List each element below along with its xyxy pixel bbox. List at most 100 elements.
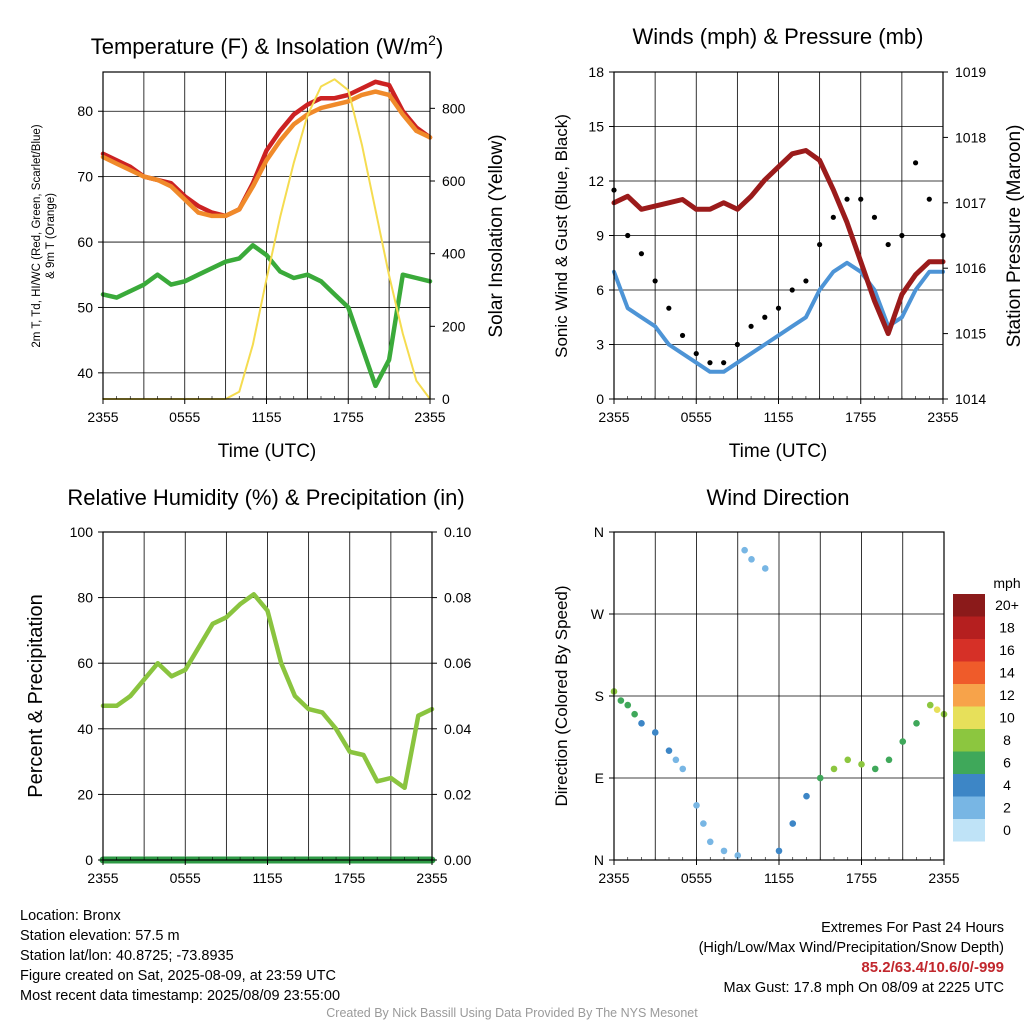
direction-point <box>700 820 707 827</box>
y-tick-label-left: 80 <box>77 590 93 606</box>
extremes-info: Extremes For Past 24 Hours (High/Low/Max… <box>699 918 1004 998</box>
direction-point <box>638 720 645 727</box>
series-gust-point <box>830 214 836 220</box>
colorbar-label: 6 <box>1003 755 1011 771</box>
direction-point <box>926 701 934 709</box>
panel-humidity: Relative Humidity (%) & Precipitation (i… <box>25 485 471 886</box>
colorbar-label: 10 <box>999 710 1015 726</box>
series-gust-point <box>817 241 823 248</box>
series-gust-point <box>885 241 891 248</box>
x-tick-label: 0555 <box>681 870 712 886</box>
direction-point <box>899 738 907 745</box>
series-gust-point <box>666 305 672 311</box>
x-tick-label: 2355 <box>416 870 447 886</box>
x-tick-label: 1155 <box>251 409 281 425</box>
extremes-subtitle: (High/Low/Max Wind/Precipitation/Snow De… <box>698 940 1004 956</box>
series-gust-point <box>789 287 795 293</box>
direction-point <box>665 747 673 754</box>
y-tick-label-right: 1017 <box>955 195 986 211</box>
panel4-title: Wind Direction <box>706 485 849 510</box>
y-tick-label-left: 15 <box>588 119 604 135</box>
series-9m-t-line <box>100 89 433 219</box>
colorbar-swatch <box>953 639 985 662</box>
direction-point <box>803 792 810 800</box>
panel3-title: Relative Humidity (%) & Precipitation (i… <box>67 485 464 510</box>
series-station-pressure-line <box>611 148 946 337</box>
y-tick-label-left: 6 <box>596 282 604 298</box>
x-tick-label: 1755 <box>334 870 365 886</box>
panel3-gridlines <box>103 532 432 860</box>
direction-point <box>913 720 920 727</box>
y-tick-label-right: 1015 <box>955 326 986 342</box>
y-tick-label-left: 80 <box>77 103 93 119</box>
created-text: Figure created on Sat, 2025-08-09, at 23… <box>20 968 336 984</box>
y-tick-label-left: 40 <box>77 721 93 737</box>
colorbar-swatch <box>953 796 985 819</box>
y-tick-label-right: 0.08 <box>444 590 471 606</box>
latlon-text: Station lat/lon: 40.8725; -73.8935 <box>20 948 234 964</box>
direction-point <box>741 546 748 554</box>
recent-data-text: Most recent data timestamp: 2025/08/09 2… <box>20 988 341 1004</box>
series-gust-point <box>844 196 850 202</box>
direction-point <box>624 701 632 709</box>
y-tick-label-left: 50 <box>77 299 93 315</box>
panel1-ylabel-line1: 2m T, Td, HI/WC (Red, Green, Scarlet/Blu… <box>31 124 43 347</box>
series-gust-point <box>871 214 878 220</box>
panel4-ticks: 2355 0555 1155 1755 2355 N E S W N <box>591 524 960 886</box>
y-tick-label-right: 200 <box>442 318 466 334</box>
direction-point <box>775 847 783 855</box>
x-tick-label: 2355 <box>927 409 958 425</box>
series-gust-point <box>762 314 768 320</box>
colorbar-swatch <box>953 661 985 684</box>
colorbar-title: mph <box>993 575 1020 591</box>
series-gust-point <box>858 196 864 202</box>
series-gust-point <box>625 232 631 239</box>
panel-wind-direction: Wind Direction 2355 0555 1155 1755 2355 N E S W N… <box>552 485 1021 886</box>
y-tick-label-right: 0 <box>442 391 450 407</box>
x-tick-label: 0555 <box>169 409 200 425</box>
panel1-ticks: 2355 0555 1155 1755 235540506070800200400600… <box>77 100 465 425</box>
direction-point <box>672 756 680 764</box>
series-relative-humidity-line <box>100 592 435 791</box>
y-tick-label-right: 0.02 <box>444 786 471 802</box>
colorbar-swatch <box>953 616 985 639</box>
colorbar-swatch <box>953 819 985 842</box>
panel4-ylabel-left: Direction (Colored By Speed) <box>552 585 571 806</box>
location-text: Location: Bronx <box>20 908 121 924</box>
y-tick-label-right: 600 <box>442 173 466 189</box>
panel2-ylabel-right: Station Pressure (Maroon) <box>1004 125 1024 348</box>
panel3-ticks: 2355 0555 1155 1755 2355 0 20 40 60 80 100 0.00 0.02… <box>70 524 472 886</box>
panel3-ylabel-left: Percent & Precipitation <box>25 594 47 797</box>
x-tick-label: 2355 <box>598 409 629 425</box>
direction-point <box>748 556 755 563</box>
y-tick-label-right: 1014 <box>955 391 986 407</box>
x-tick-label: 0555 <box>681 409 712 425</box>
x-tick-label: 1755 <box>333 409 364 425</box>
panel1-title: Temperature (F) & Insolation (W/m2) <box>91 32 444 59</box>
panel1-ylabel-line2: & 9m T (Orange) <box>45 193 57 279</box>
x-tick-label: 2355 <box>598 870 629 886</box>
colorbar-swatch <box>953 594 985 617</box>
station-info: Location: Bronx Station elevation: 57.5 … <box>20 906 340 1006</box>
y-tick-label-left: 40 <box>77 365 93 381</box>
x-tick-label: 2355 <box>928 870 959 886</box>
series-gust-point <box>734 341 740 348</box>
panel2-xlabel: Time (UTC) <box>729 441 828 462</box>
panel2-ticks: 2355 0555 1155 1755 2355 0 3 6 9 12 15 18 1014 1015 10… <box>588 64 986 425</box>
panel1-ylabel-right: Solar Insolation (Yellow) <box>486 134 507 337</box>
colorbar-label: 20+ <box>995 597 1019 613</box>
direction-point <box>844 756 852 764</box>
y-tick-label-right: 0.10 <box>444 524 471 540</box>
direction-point <box>734 852 742 859</box>
y-tick-label-left: E <box>595 770 604 786</box>
panel2-title: Winds (mph) & Pressure (mb) <box>633 24 924 49</box>
y-tick-label-right: 800 <box>442 100 466 116</box>
y-tick-label-left: 100 <box>70 524 94 540</box>
colorbar-swatch <box>953 729 985 752</box>
y-tick-label-right: 1016 <box>955 260 986 276</box>
panel1-gridlines <box>103 72 430 399</box>
series-gust-point <box>899 232 905 239</box>
y-tick-label-left: 9 <box>596 228 604 244</box>
colorbar-swatch <box>953 706 985 729</box>
